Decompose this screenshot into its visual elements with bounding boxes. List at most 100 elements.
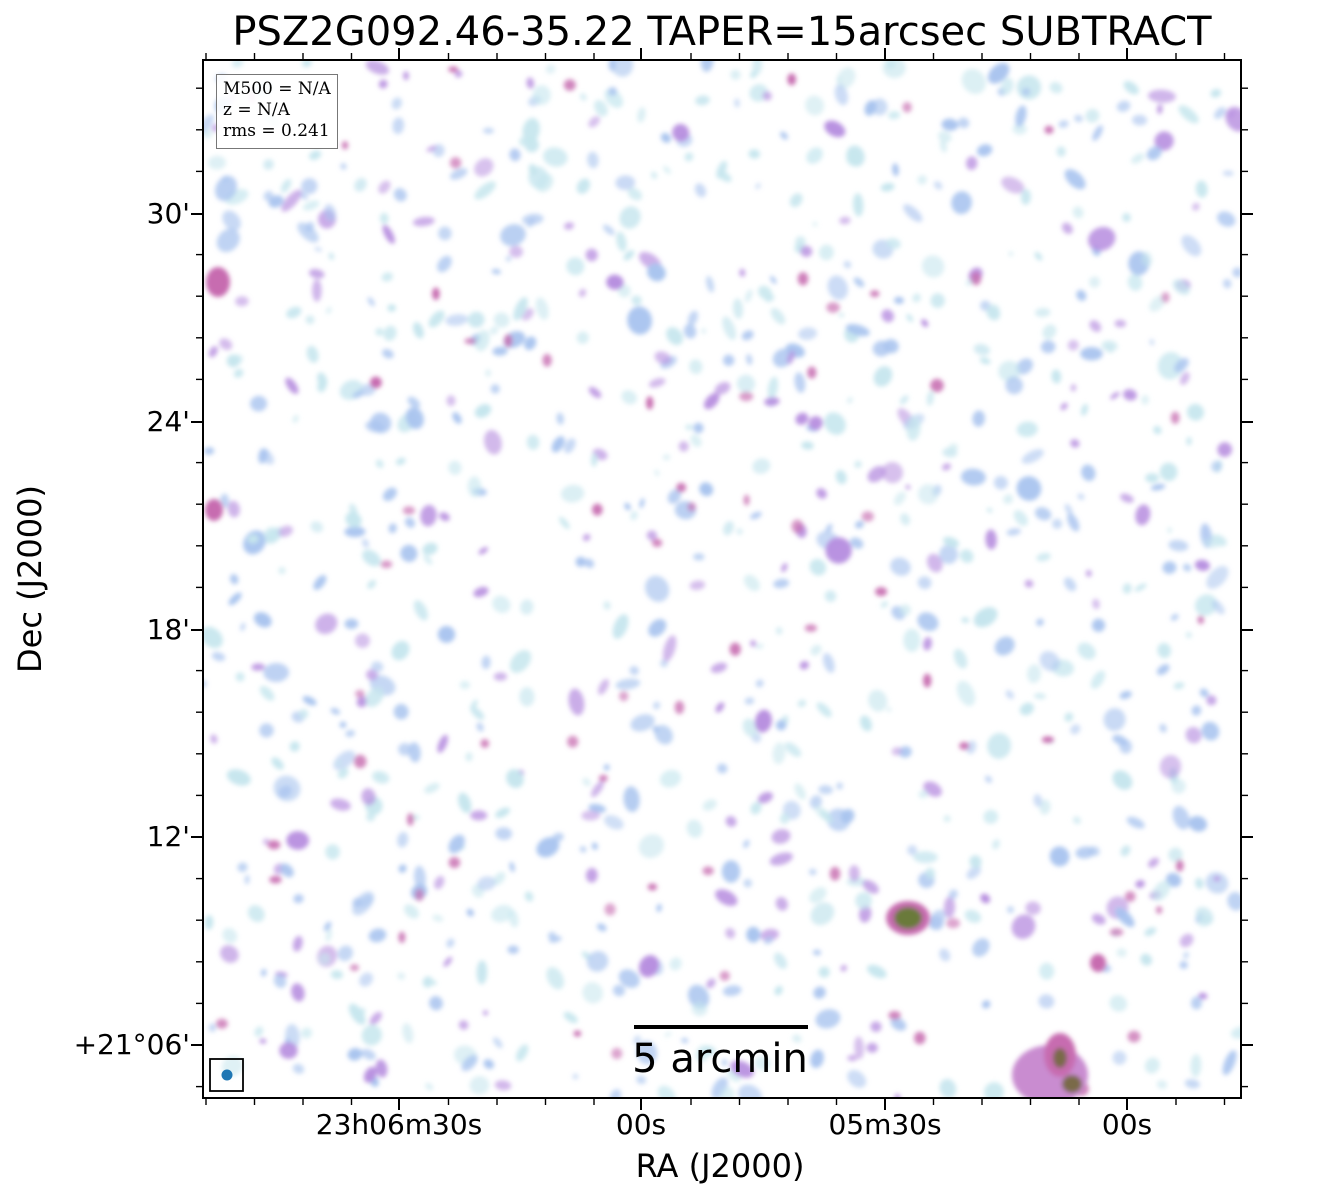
noise-blob bbox=[392, 117, 405, 135]
noise-blob bbox=[325, 928, 332, 942]
noise-blob bbox=[388, 523, 397, 534]
ra-tick-label-3: 00s bbox=[1101, 1108, 1153, 1141]
noise-blob bbox=[695, 95, 710, 106]
noise-blob bbox=[1154, 131, 1174, 151]
noise-blob bbox=[404, 517, 416, 528]
noise-blob bbox=[1092, 125, 1103, 141]
noise-blob bbox=[229, 574, 239, 585]
noise-blob bbox=[799, 661, 809, 670]
noise-blob bbox=[423, 554, 433, 565]
noise-blob bbox=[524, 336, 537, 351]
noise-blob bbox=[695, 1045, 710, 1062]
noise-blob bbox=[609, 1089, 622, 1098]
noise-blob bbox=[446, 938, 455, 948]
noise-blob bbox=[1033, 794, 1043, 807]
noise-blob bbox=[391, 640, 410, 661]
noise-blob bbox=[1103, 708, 1126, 732]
noise-blob bbox=[772, 742, 786, 765]
noise-blob bbox=[546, 967, 565, 990]
noise-blob bbox=[378, 180, 391, 194]
noise-blob bbox=[1060, 402, 1068, 411]
ra-axis-title: RA (J2000) bbox=[635, 1147, 805, 1185]
noise-blob bbox=[700, 60, 714, 72]
noise-blob bbox=[1005, 376, 1024, 395]
noise-blob bbox=[1091, 618, 1106, 632]
noise-blob bbox=[313, 575, 327, 590]
noise-blob bbox=[1149, 295, 1166, 312]
noise-blob bbox=[465, 752, 473, 762]
noise-peak bbox=[729, 642, 741, 656]
noise-blob bbox=[843, 260, 852, 269]
noise-blob bbox=[1110, 392, 1120, 400]
noise-blob bbox=[615, 678, 641, 690]
noise-blob bbox=[458, 792, 472, 814]
noise-blob bbox=[483, 1059, 495, 1070]
noise-blob bbox=[278, 785, 292, 798]
noise-blob bbox=[425, 1082, 434, 1091]
noise-blob bbox=[1077, 493, 1085, 501]
noise-blob bbox=[809, 795, 822, 809]
noise-blob bbox=[407, 396, 421, 409]
noise-blob bbox=[1039, 962, 1055, 980]
noise-blob bbox=[259, 448, 275, 465]
noise-blob bbox=[969, 855, 982, 869]
noise-blob bbox=[263, 527, 280, 543]
noise-blob bbox=[881, 461, 903, 484]
noise-blob bbox=[690, 434, 702, 448]
noise-blob bbox=[725, 816, 737, 827]
noise-blob bbox=[375, 1059, 388, 1078]
noise-blob bbox=[556, 412, 564, 425]
noise-blob bbox=[980, 893, 991, 904]
noise-blob bbox=[730, 69, 741, 80]
noise-blob bbox=[262, 838, 270, 845]
noise-blob bbox=[660, 132, 671, 143]
noise-blob bbox=[509, 148, 521, 162]
noise-blob bbox=[1194, 559, 1210, 571]
noise-blob bbox=[784, 742, 802, 757]
noise-blob bbox=[588, 116, 601, 128]
noise-blob bbox=[1194, 594, 1218, 616]
noise-blob bbox=[1157, 642, 1171, 659]
noise-blob bbox=[208, 1023, 217, 1032]
noise-blob bbox=[398, 742, 412, 756]
noise-blob bbox=[608, 60, 616, 71]
noise-blob bbox=[1132, 114, 1148, 126]
noise-blob bbox=[1171, 779, 1186, 794]
noise-blob bbox=[524, 891, 534, 902]
noise-blob bbox=[923, 637, 932, 651]
noise-blob bbox=[582, 982, 604, 1004]
noise-blob bbox=[383, 325, 397, 341]
noise-blob bbox=[596, 923, 607, 932]
noise-blob bbox=[443, 956, 453, 967]
noise-blob bbox=[1145, 473, 1159, 483]
noise-blob bbox=[701, 328, 706, 334]
noise-blob bbox=[208, 155, 226, 170]
noise-blob bbox=[439, 512, 450, 522]
noise-blob bbox=[715, 889, 738, 906]
noise-blob bbox=[824, 120, 846, 138]
noise-blob bbox=[755, 679, 764, 688]
noise-blob bbox=[818, 966, 830, 978]
noise-blob bbox=[918, 790, 929, 799]
noise-blob bbox=[1216, 211, 1236, 227]
noise-blob bbox=[254, 1026, 264, 1037]
noise-blob bbox=[361, 788, 376, 806]
noise-blob bbox=[397, 972, 406, 980]
noise-blob bbox=[1197, 915, 1212, 927]
noise-blob bbox=[1064, 712, 1074, 722]
noise-blob bbox=[1119, 690, 1132, 700]
noise-blob bbox=[402, 1023, 414, 1044]
noise-blob bbox=[412, 216, 435, 227]
noise-blob bbox=[382, 348, 394, 359]
noise-blob bbox=[490, 384, 500, 394]
noise-blob bbox=[1072, 206, 1084, 219]
noise-blob bbox=[818, 785, 833, 795]
noise-peak bbox=[598, 774, 608, 782]
noise-peak bbox=[1161, 292, 1170, 303]
noise-blob bbox=[365, 60, 390, 75]
noise-blob bbox=[956, 680, 976, 707]
noise-blob bbox=[1179, 961, 1188, 969]
noise-blob bbox=[522, 117, 540, 143]
noise-blob bbox=[809, 887, 827, 904]
noise-blob bbox=[491, 904, 514, 923]
